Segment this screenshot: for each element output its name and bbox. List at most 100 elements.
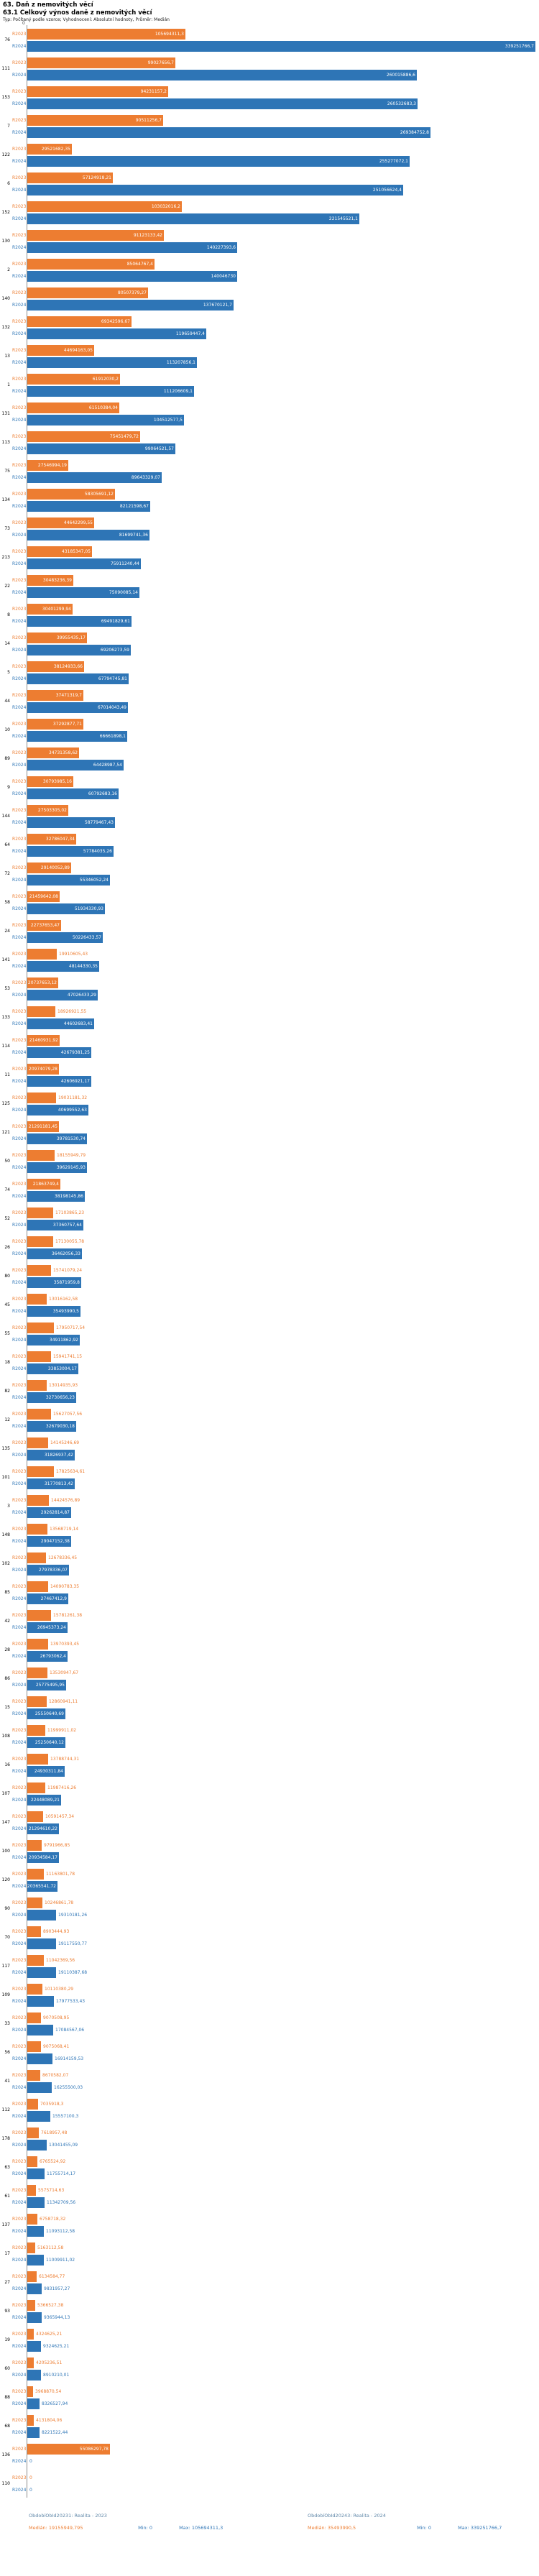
row-id-label: 28: [4, 1647, 10, 1652]
bar-2023: 103032016,2: [27, 201, 182, 212]
bar-value-label-2024: 31770813,42: [44, 1481, 73, 1486]
bar-value-label-2024: 21294610,22: [28, 1826, 57, 1831]
bar-row-2024: R2024 260532683,3: [12, 98, 539, 110]
bar-2023: 12860941,11: [27, 1696, 78, 1707]
row-id-label: 19: [4, 2337, 10, 2342]
bar-2023: 21460931,92: [27, 1035, 60, 1046]
row-id-label: 137: [1, 2222, 10, 2227]
series-label-2024: R2024: [12, 1654, 27, 1659]
chart-row-group: 56 R2023 9075068,41 R2024 16914159,53: [0, 2041, 539, 2065]
bar-value-label-2023: 13014935,93: [49, 1383, 78, 1388]
bar-row-2024: R2024 19110387,68: [12, 1966, 539, 1979]
bar-row-2023: R2023 37471319,7: [12, 689, 539, 702]
row-id-label: 148: [1, 1532, 10, 1537]
bar-row-2024: R2024 255277072,1: [12, 155, 539, 167]
bar-row-2024: R2024 69206273,59: [12, 644, 539, 656]
bar-row-2024: R2024 269384752,8: [12, 126, 539, 139]
bar-2023: 6765524,92: [27, 2156, 65, 2167]
bar-value-label-2023: 11987416,26: [47, 1785, 77, 1790]
bar-value-label-2024: 29047152,38: [40, 1539, 70, 1544]
bar-row-2024: R2024 38198145,86: [12, 1190, 539, 1202]
bar-value-label-2024: 75911240,44: [110, 561, 139, 566]
bar-row-2024: R2024 15557100,3: [12, 2110, 539, 2122]
series-label-2024: R2024: [12, 734, 27, 739]
series-label-2024: R2024: [12, 791, 27, 796]
bar-row-2023: R2023 44694163,05: [12, 344, 539, 356]
series-label-2023: R2023: [12, 808, 27, 813]
bar-value-label-2024: 38198145,86: [54, 1194, 83, 1199]
series-label-2024: R2024: [12, 1510, 27, 1515]
bar-value-label-2024: 221545521,1: [328, 216, 358, 221]
row-id-label: 68: [4, 2424, 10, 2429]
bar-row-2024: R2024 75090085,14: [12, 586, 539, 599]
bar-value-label-2023: 37471319,7: [55, 693, 82, 698]
chart-row-group: 131 R2023 61510384,04 R2024 104512577,5: [0, 402, 539, 426]
bar-2024: 8221522,44: [27, 2427, 68, 2438]
bar-value-label-2023: 32786047,34: [45, 837, 75, 842]
bar-2023: 18155949,79: [27, 1150, 86, 1161]
bar-value-label-2023: 61510384,04: [88, 405, 118, 410]
row-id-label: 109: [1, 1992, 10, 1997]
bar-row-2024: R2024 42606921,17: [12, 1075, 539, 1087]
series-label-2024: R2024: [12, 1165, 27, 1170]
bar-2023: 75451479,72: [27, 431, 140, 442]
bar-row-2024: R2024 19117550,77: [12, 1938, 539, 1950]
bar-row-2023: R2023 21459642,08: [12, 891, 539, 903]
bar-value-label-2023: 30793985,16: [42, 779, 72, 784]
bar-value-label-2024: 42606921,17: [60, 1079, 90, 1084]
row-id-label: 141: [1, 957, 10, 962]
bar-row-2023: R2023 13014935,93: [12, 1379, 539, 1392]
bar-row-2023: R2023 99027656,7: [12, 57, 539, 69]
chart-row-group: 33 R2023 9070508,95 R2024 17084567,06: [0, 2012, 539, 2036]
legend-median-2024: Medián: 35493990,5: [308, 2525, 356, 2531]
bar-row-2024: R2024 99064521,57: [12, 443, 539, 455]
bar-row-2024: R2024 11093112,58: [12, 2225, 539, 2237]
bar-value-label-2023: 15627057,56: [53, 1412, 83, 1417]
bar-2024: 81699741,36: [27, 530, 149, 540]
row-id-label: 147: [1, 1820, 10, 1825]
chart-row-group: 9 R2023 30793985,16 R2024 60792683,16: [0, 776, 539, 800]
series-label-2024: R2024: [12, 1596, 27, 1601]
bar-value-label-2024: 113207856,1: [166, 360, 195, 365]
bar-2024: 269384752,8: [27, 127, 430, 138]
bar-row-2023: R2023 15781261,38: [12, 1609, 539, 1622]
bar-row-2023: R2023 44642299,55: [12, 517, 539, 529]
row-id-label: 60: [4, 2366, 10, 2371]
bar-2023: 30483236,39: [27, 575, 73, 586]
series-label-2024: R2024: [12, 2114, 27, 2119]
bar-value-label-2024: 140227393,6: [206, 245, 236, 250]
bar-row-2023: R2023 13788744,31: [12, 1753, 539, 1765]
series-label-2024: R2024: [12, 1136, 27, 1141]
bar-2023: 6134584,77: [27, 2271, 65, 2282]
bar-value-label-2023: 8903444,93: [43, 1929, 70, 1934]
bar-2023: 9075068,41: [27, 2041, 69, 2052]
bar-row-2024: R2024 16255500,03: [12, 2082, 539, 2094]
series-label-2024: R2024: [12, 1050, 27, 1055]
bar-2023: 34731358,62: [27, 748, 79, 758]
bar-value-label-2024: 66661898,1: [99, 734, 126, 739]
bar-value-label-2023: 30483236,39: [42, 578, 72, 583]
row-id-label: 100: [1, 1849, 10, 1854]
bar-row-2024: R2024 8910210,01: [12, 2369, 539, 2381]
bar-2023: 13014935,93: [27, 1380, 78, 1391]
bar-row-2023: R2023 6758718,32: [12, 2213, 539, 2225]
series-label-2023: R2023: [12, 1757, 27, 1762]
legend-max-2023: Max: 105694311,3: [179, 2525, 224, 2531]
bar-2024: 113207856,1: [27, 357, 197, 368]
bar-value-label-2024: 75090085,14: [109, 590, 138, 595]
series-label-2024: R2024: [12, 2200, 27, 2205]
bar-2024: 38198145,86: [27, 1191, 85, 1202]
series-label-2024: R2024: [12, 1453, 27, 1458]
bar-value-label-2023: 11999911,02: [47, 1728, 77, 1733]
chart-row-group: 5 R2023 38124933,66 R2024 67794745,81: [0, 661, 539, 685]
series-label-2024: R2024: [12, 1481, 27, 1486]
bar-row-2023: R2023 20737653,12: [12, 977, 539, 989]
bar-value-label-2023: 18926921,55: [57, 1009, 87, 1014]
bar-row-2023: R2023 11999911,02: [12, 1724, 539, 1736]
bar-row-2024: R2024 140046730: [12, 270, 539, 282]
row-id-label: 132: [1, 325, 10, 330]
chart-row-group: 12 R2023 15627057,56 R2024 32679030,18: [0, 1408, 539, 1432]
bar-row-2024: R2024 13041455,09: [12, 2139, 539, 2151]
chart-row-group: 121 R2023 21291181,45 R2024 39781530,74: [0, 1121, 539, 1145]
bar-value-label-2024: 269384752,8: [400, 130, 429, 135]
